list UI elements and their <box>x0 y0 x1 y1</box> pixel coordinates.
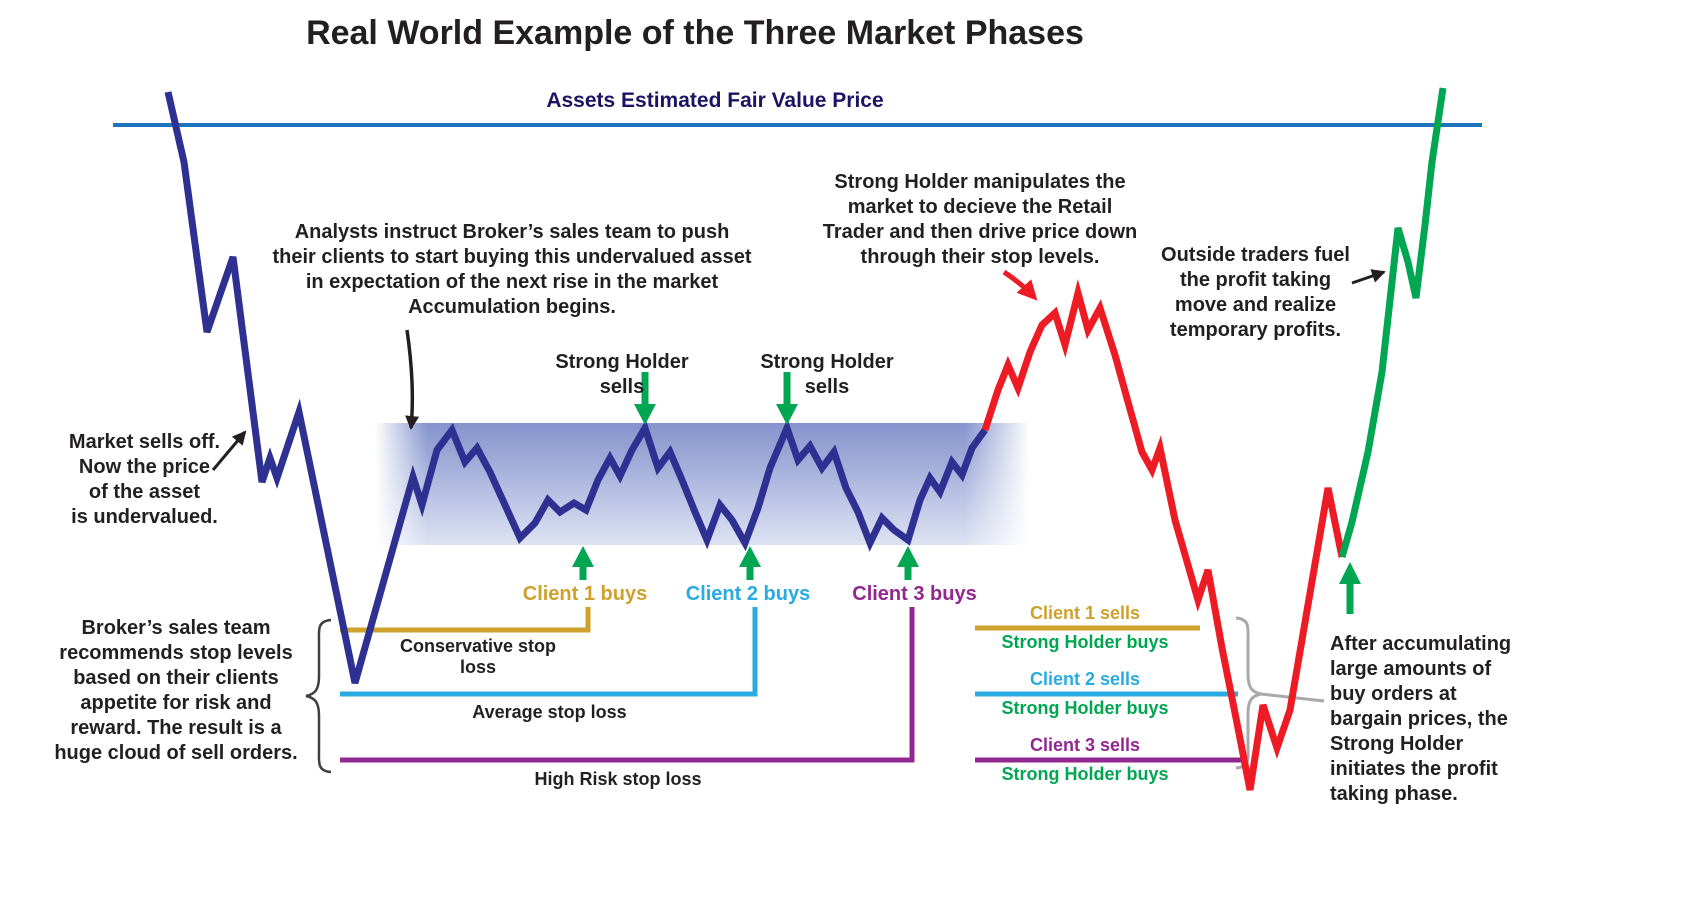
page-title: Real World Example of the Three Market P… <box>306 14 1084 52</box>
annotation-strong-holder-sells-1: Strong Holder sells <box>555 351 689 398</box>
strong-holder-buys-label-3: Strong Holder buys <box>1001 764 1169 784</box>
manipulation-arrow-icon <box>1002 269 1038 301</box>
annotation-strong-holder-manipulates: Strong Holder manipulates the market to … <box>822 171 1138 268</box>
profit-taking-arrow-icon <box>1339 562 1361 614</box>
client-1-buys-label: Client 1 buys <box>522 583 648 605</box>
annotation-market-sells-off: Market sells off. Now the price of the a… <box>68 431 221 528</box>
client-1-sells-label: Client 1 sells <box>1029 603 1141 623</box>
manipulation-line <box>981 279 1346 791</box>
fair-value-label: Assets Estimated Fair Value Price <box>546 89 884 112</box>
stop-loss-brace <box>305 618 332 774</box>
outside-traders-arrow-icon <box>1351 269 1386 285</box>
conservative-stop-loss-line <box>340 607 591 633</box>
profit-taking-line <box>1338 87 1447 558</box>
strong-holder-buys-label-1: Strong Holder buys <box>1001 632 1169 652</box>
annotation-outside-traders: Outside traders fuel the profit taking m… <box>1161 244 1350 341</box>
client-3-buy-arrow-icon <box>897 546 919 580</box>
client-2-sells-label: Client 2 sells <box>1029 669 1141 689</box>
downtrend-accumulation-line <box>164 91 988 684</box>
strong-holder-sells-arrow-2-icon <box>776 372 798 425</box>
conservative-stop-loss-label: Conservative stop loss <box>399 636 557 677</box>
average-stop-loss-line <box>340 607 758 697</box>
annotation-analysts-instruct: Analysts instruct Broker’s sales team to… <box>272 221 752 318</box>
client-2-buys-label: Client 2 buys <box>685 583 811 605</box>
annotation-brokers-sales-team: Broker’s sales team recommends stop leve… <box>54 617 298 764</box>
accumulation-begins-arrow-icon <box>405 329 420 430</box>
high-risk-stop-loss-line <box>340 607 915 763</box>
high-risk-stop-loss-label: High Risk stop loss <box>534 769 702 789</box>
annotation-after-accumulating: After accumulating large amounts of buy … <box>1330 633 1512 805</box>
client-3-sells-label: Client 3 sells <box>1029 735 1141 755</box>
client-3-buys-label: Client 3 buys <box>852 583 977 605</box>
strong-holder-buys-label-2: Strong Holder buys <box>1001 698 1169 718</box>
average-stop-loss-label: Average stop loss <box>472 702 627 722</box>
annotation-strong-holder-sells-2: Strong Holder sells <box>760 351 894 398</box>
client-1-buy-arrow-icon <box>572 546 594 580</box>
market-sells-off-arrow-icon <box>211 430 247 471</box>
client-2-buy-arrow-icon <box>739 546 761 580</box>
strong-holder-sells-arrow-1-icon <box>634 372 656 425</box>
